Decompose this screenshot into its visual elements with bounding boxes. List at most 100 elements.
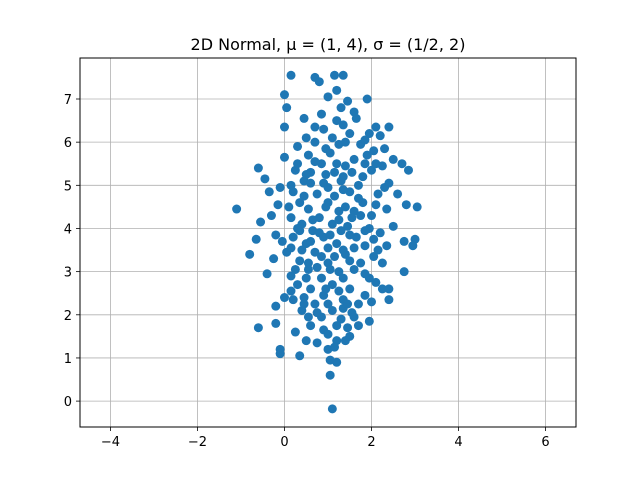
scatter-point xyxy=(340,336,350,346)
scatter-point xyxy=(325,230,335,240)
y-tick-label: 1 xyxy=(64,352,72,367)
scatter-point xyxy=(338,172,348,182)
scatter-point xyxy=(330,342,340,352)
scatter-point xyxy=(260,174,270,184)
scatter-point xyxy=(349,312,359,322)
scatter-point xyxy=(364,316,374,326)
scatter-point xyxy=(399,267,409,277)
scatter-point xyxy=(251,234,261,244)
scatter-point xyxy=(330,167,340,177)
scatter-point xyxy=(373,189,383,199)
scatter-point xyxy=(275,182,285,192)
scatter-point xyxy=(253,163,263,173)
scatter-point xyxy=(271,301,281,311)
scatter-point xyxy=(362,94,372,104)
scatter-point xyxy=(310,247,320,257)
scatter-point xyxy=(338,245,348,255)
scatter-point xyxy=(330,252,340,262)
scatter-point xyxy=(388,221,398,231)
scatter-point xyxy=(288,295,298,305)
scatter-point xyxy=(332,357,342,367)
scatter-point xyxy=(353,299,363,309)
scatter-point xyxy=(382,241,392,251)
scatter-point xyxy=(299,191,309,201)
scatter-point xyxy=(343,299,353,309)
scatter-point xyxy=(297,245,307,255)
scatter-point xyxy=(401,200,411,210)
scatter-point xyxy=(360,226,370,236)
scatter-point xyxy=(316,109,326,119)
scatter-point xyxy=(232,204,242,214)
scatter-point xyxy=(388,154,398,164)
scatter-point xyxy=(293,159,303,169)
scatter-point xyxy=(338,273,348,283)
scatter-point xyxy=(314,77,324,87)
scatter-point xyxy=(330,70,340,80)
plot-area-frame xyxy=(79,57,577,428)
x-tick-label: 4 xyxy=(454,435,462,450)
scatter-point xyxy=(334,267,344,277)
x-tick-label: −2 xyxy=(188,435,207,450)
data-points xyxy=(232,70,422,414)
scatter-point xyxy=(253,323,263,333)
scatter-point xyxy=(384,284,394,294)
scatter-point xyxy=(286,243,296,253)
scatter-point xyxy=(375,228,385,238)
scatter-point xyxy=(408,241,418,251)
scatter-point xyxy=(360,290,370,300)
scatter-point xyxy=(303,258,313,268)
scatter-point xyxy=(377,284,387,294)
scatter-point xyxy=(299,113,309,123)
scatter-point xyxy=(310,122,320,132)
scatter-point xyxy=(343,221,353,231)
scatter-point xyxy=(273,200,283,210)
scatter-point xyxy=(262,269,272,279)
scatter-point xyxy=(286,180,296,190)
scatter-point xyxy=(293,223,303,233)
scatter-point xyxy=(299,299,309,309)
scatter-point xyxy=(301,133,311,143)
scatter-point xyxy=(306,284,316,294)
scatter-point xyxy=(286,213,296,223)
scatter-point xyxy=(321,284,331,294)
chart-title: 2D Normal, μ = (1, 4), σ = (1/2, 2) xyxy=(191,35,466,54)
scatter-point xyxy=(340,202,350,212)
scatter-point xyxy=(301,273,311,283)
scatter-point xyxy=(306,178,316,188)
scatter-point xyxy=(330,191,340,201)
scatter-point xyxy=(299,293,309,303)
scatter-point xyxy=(360,159,370,169)
y-tick-label: 4 xyxy=(64,222,72,237)
scatter-point xyxy=(338,185,348,195)
y-tick-label: 2 xyxy=(64,309,72,324)
scatter-point xyxy=(323,92,333,102)
scatter-point xyxy=(377,258,387,268)
scatter-point xyxy=(325,264,335,274)
scatter-point xyxy=(295,256,305,266)
scatter-point xyxy=(316,273,326,283)
scatter-point xyxy=(303,264,313,274)
scatter-point xyxy=(356,211,366,221)
scatter-point xyxy=(360,269,370,279)
scatter-point xyxy=(369,252,379,262)
scatter-point xyxy=(295,351,305,361)
scatter-point xyxy=(345,284,355,294)
scatter-point xyxy=(334,206,344,216)
scatter-point xyxy=(316,252,326,262)
scatter-point xyxy=(290,264,300,274)
scatter-point xyxy=(380,144,390,154)
y-axis-ticks: 0 1 2 3 4 5 6 7 xyxy=(64,93,80,410)
scatter-point xyxy=(327,280,337,290)
scatter-point xyxy=(384,295,394,305)
scatter-point xyxy=(371,159,381,169)
scatter-point xyxy=(271,230,281,240)
scatter-point xyxy=(279,152,289,162)
scatter-point xyxy=(327,219,337,229)
scatter-point xyxy=(303,312,313,322)
scatter-point xyxy=(349,154,359,164)
scatter-point xyxy=(310,137,320,147)
scatter-point xyxy=(349,264,359,274)
scatter-point xyxy=(345,129,355,139)
scatter-point xyxy=(353,180,363,190)
scatter-point xyxy=(360,135,370,145)
